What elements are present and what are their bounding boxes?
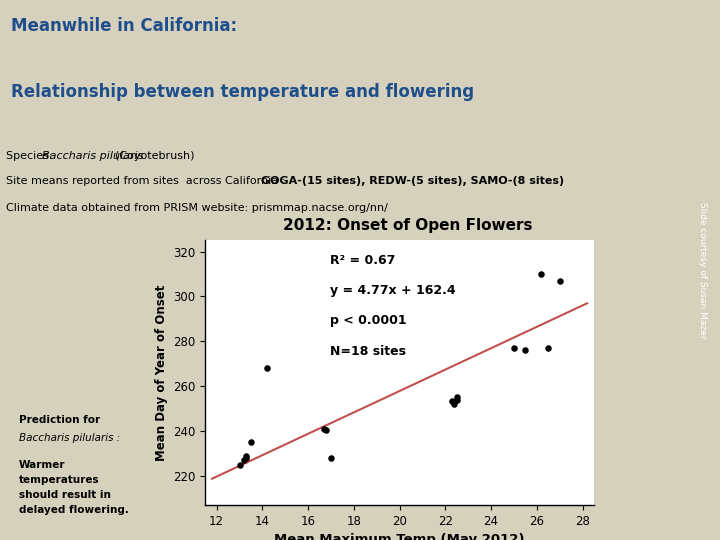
Text: Warmer
temperatures
should result in
delayed flowering.: Warmer temperatures should result in del… bbox=[19, 461, 128, 515]
Text: y = 4.77x + 162.4: y = 4.77x + 162.4 bbox=[330, 284, 455, 297]
Text: Relationship between temperature and flowering: Relationship between temperature and flo… bbox=[12, 83, 474, 100]
Text: GOGA-(15 sites), REDW-(5 sites), SAMO-(8 sites): GOGA-(15 sites), REDW-(5 sites), SAMO-(8… bbox=[261, 176, 564, 186]
Text: R² = 0.67: R² = 0.67 bbox=[330, 254, 395, 267]
Text: Climate data obtained from PRISM website: prismmap.nacse.org/nn/: Climate data obtained from PRISM website… bbox=[6, 204, 388, 213]
Point bbox=[446, 396, 458, 405]
Point bbox=[542, 343, 554, 352]
Text: Baccharis pilularis :: Baccharis pilularis : bbox=[19, 434, 120, 443]
Point bbox=[234, 460, 246, 469]
Point bbox=[451, 395, 462, 404]
Point bbox=[240, 454, 252, 462]
Point bbox=[246, 438, 257, 447]
Point bbox=[554, 276, 565, 285]
Point bbox=[261, 364, 273, 373]
Text: Meanwhile in California:: Meanwhile in California: bbox=[12, 17, 238, 35]
Point bbox=[508, 343, 520, 352]
Y-axis label: Mean Day of Year of Onset: Mean Day of Year of Onset bbox=[155, 285, 168, 461]
Text: p < 0.0001: p < 0.0001 bbox=[330, 314, 406, 327]
Text: Prediction for: Prediction for bbox=[19, 415, 99, 425]
Point bbox=[238, 456, 250, 464]
Point bbox=[451, 393, 462, 402]
Text: N=18 sites: N=18 sites bbox=[330, 345, 405, 358]
Text: 2012: Onset of Open Flowers: 2012: Onset of Open Flowers bbox=[283, 219, 532, 233]
X-axis label: Mean Maximum Temp (May 2012): Mean Maximum Temp (May 2012) bbox=[274, 533, 525, 540]
Point bbox=[318, 424, 330, 433]
Text: Site means reported from sites  across California :: Site means reported from sites across Ca… bbox=[6, 176, 289, 186]
Point bbox=[520, 346, 531, 354]
Text: Baccharis pilularis: Baccharis pilularis bbox=[42, 151, 144, 161]
Text: Slide courtesy of Susan Mazer: Slide courtesy of Susan Mazer bbox=[698, 201, 707, 339]
Point bbox=[240, 451, 252, 460]
Text: Species:: Species: bbox=[6, 151, 56, 161]
Text: (Coyotebrush): (Coyotebrush) bbox=[114, 151, 194, 161]
Point bbox=[325, 454, 337, 462]
Point bbox=[320, 426, 332, 434]
Point bbox=[449, 400, 460, 408]
Point bbox=[536, 269, 547, 278]
